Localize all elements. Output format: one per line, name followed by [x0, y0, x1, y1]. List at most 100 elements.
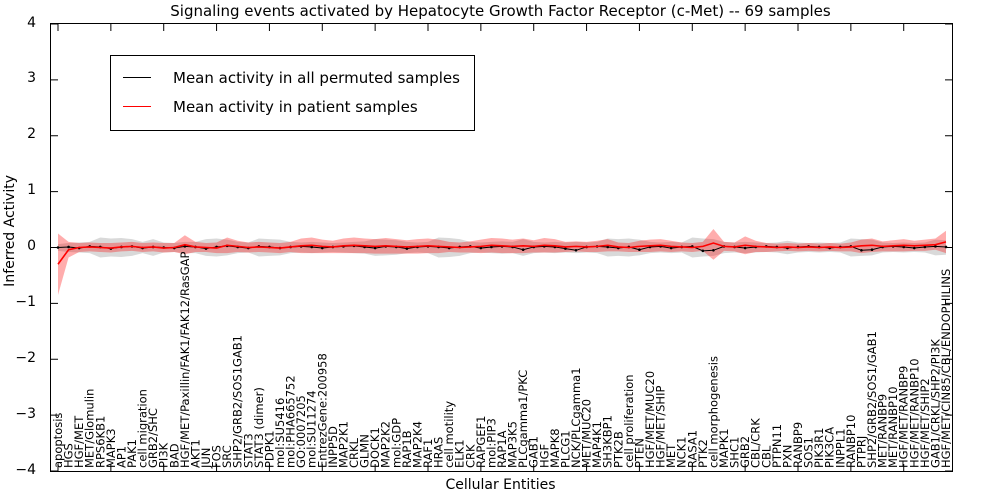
x-category-label: CRK: [463, 444, 477, 468]
permuted-marker: [669, 246, 673, 250]
y-tick-label: 2: [27, 126, 36, 143]
x-category-label: INPPL1: [833, 428, 847, 468]
x-category-label: BAD: [167, 443, 181, 468]
x-category-label: STAT3 (dimer): [252, 387, 266, 468]
chart-title: Signaling events activated by Hepatocyte…: [170, 2, 831, 20]
x-category-label: JUN: [199, 448, 213, 469]
x-category-label: NCK1: [675, 437, 689, 469]
y-tick-label: 0: [27, 238, 36, 254]
x-category-label: SOS1: [802, 437, 816, 468]
x-category-label: HRAS: [432, 437, 446, 468]
permuted-marker: [320, 246, 324, 250]
x-category-label: SHC1: [728, 437, 742, 468]
x-category-label: HGF/MET/RANBP10: [907, 358, 921, 468]
x-category-label: mol:SU5416: [273, 398, 287, 468]
x-category-label: RANBP9: [791, 422, 805, 468]
x-category-label: CRKL: [347, 437, 361, 468]
permuted-marker: [405, 247, 409, 250]
x-category-label: PAK1: [125, 439, 139, 468]
x-category-label: RAPGEF1: [474, 416, 488, 468]
permuted-marker: [310, 245, 314, 249]
legend: Mean activity in all permuted samples Me…: [110, 55, 475, 131]
patient-mean-line: [57, 241, 947, 265]
permuted-marker: [574, 248, 578, 252]
permuted-marker: [479, 246, 483, 250]
legend-item-permuted: Mean activity in all permuted samples: [123, 63, 460, 92]
x-category-label: CBL: [759, 445, 773, 468]
x-category-label: PTEN: [632, 438, 646, 468]
x-category-label: HGF/MET/Paxillin/FAK1/FAK12/RasGAP: [178, 251, 192, 468]
permuted-marker: [934, 245, 937, 248]
x-category-label: GRB2: [738, 436, 752, 468]
x-axis-label: Cellular Entities: [445, 477, 556, 493]
permuted-marker: [373, 246, 377, 250]
x-category-label: MET/Glomulin: [83, 389, 97, 468]
x-category-label: DOCK1: [368, 427, 382, 468]
x-category-label: HGF/MET/MUC20: [643, 371, 657, 468]
x-category-label: MAP2K2: [379, 421, 393, 468]
x-category-label: PTPRJ: [854, 436, 868, 468]
x-category-label: HGS: [62, 443, 76, 468]
x-category-label: MET: [664, 443, 678, 468]
x-category-label: SHP2/GRB2/SOS1/GAB1: [865, 331, 879, 468]
x-category-label: NCK/PLCgamma1: [569, 367, 583, 468]
x-category-label: EntrezGene:200958: [315, 353, 329, 468]
x-category-label: RAP1A: [495, 430, 509, 468]
x-category-label: SHP2/GRB2/SOS1GAB1: [231, 335, 245, 468]
x-category-label: AKT1: [188, 439, 202, 468]
x-category-label: MAP3K5: [506, 421, 520, 468]
x-category-label: cell proliferation: [622, 374, 636, 468]
x-category-label: mol:PHA665752: [284, 375, 298, 468]
permuted-marker: [638, 248, 641, 252]
x-category-label: RASA1: [685, 430, 699, 468]
permuted-marker: [564, 247, 567, 250]
permuted-marker: [912, 246, 916, 250]
x-category-label: SH3KBP1: [601, 415, 615, 468]
x-category-label: AP1: [114, 446, 128, 468]
x-category-label: PIK3R1: [812, 428, 826, 469]
x-category-label: HGF/MET/RANBP9: [897, 366, 911, 468]
y-axis-tick-labels: 4 3 2 1 0 −1 −2 −3 −4: [0, 0, 44, 500]
x-category-label: CBL/CRK: [749, 418, 763, 468]
x-category-label: PTK2: [696, 439, 710, 468]
x-category-label: HGF/MET/SHIP2: [918, 378, 932, 468]
x-category-label: HGF/MET/SHIP: [654, 386, 668, 468]
x-category-label: STAT3: [241, 433, 255, 468]
x-category-label: mol:SU11274: [305, 390, 319, 468]
x-category-label: HGF/MET: [72, 415, 86, 468]
permuted-marker: [67, 245, 70, 249]
x-category-label: HGF: [537, 444, 551, 468]
permuted-marker: [521, 248, 525, 252]
plot-canvas: apoptosisHGSHGF/METMET/GlomulinRPS6KB1MA…: [51, 24, 952, 471]
patient-line-sample: [123, 106, 151, 107]
x-category-label: MAPK3: [104, 428, 118, 468]
permuted-line-sample: [123, 77, 151, 78]
x-category-label: PLCgamma1/PKC: [516, 370, 530, 468]
legend-label-patient: Mean activity in patient samples: [173, 97, 418, 116]
x-category-label: MAP2K1: [336, 421, 350, 468]
x-category-label: PLCG1: [558, 430, 572, 468]
permuted-marker: [860, 248, 863, 252]
x-category-label: mol:GDP: [389, 418, 403, 468]
y-tick-label: −2: [15, 349, 36, 366]
y-tick-label: 1: [27, 182, 36, 199]
x-category-label: GLMN: [358, 434, 372, 468]
x-category-label: MET/RANBP9: [876, 394, 890, 468]
x-category-label: RANBP10: [844, 415, 858, 468]
x-category-label: GAB1: [527, 436, 541, 468]
x-category-label: MAP2K4: [410, 421, 424, 468]
x-category-label: MAP4K1: [590, 421, 604, 468]
x-category-label: PIK3CA: [823, 427, 837, 468]
x-category-label: INPP5D: [326, 426, 340, 468]
y-tick-label: −3: [15, 405, 36, 422]
permuted-marker: [743, 246, 747, 250]
x-category-label: cell migration: [136, 389, 150, 468]
x-category-label: RAF1: [421, 439, 435, 468]
x-category-label: GRB2/SHC: [146, 408, 160, 468]
x-category-label: PXN: [780, 445, 794, 468]
legend-item-patient: Mean activity in patient samples: [123, 92, 460, 121]
x-category-label: PTK2B: [611, 431, 625, 468]
x-category-label: RAP1B: [400, 430, 414, 468]
x-category-label: GO:0007205: [294, 395, 308, 468]
